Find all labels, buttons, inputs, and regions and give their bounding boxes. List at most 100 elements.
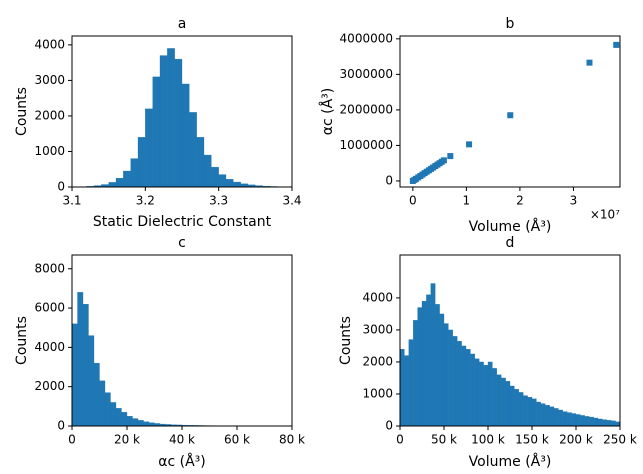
x-tick-label: 50 k [431, 433, 457, 447]
y-tick-label: 4000 [34, 340, 65, 354]
histogram-bar [100, 381, 106, 426]
x-tick-label: 60 k [224, 433, 250, 447]
histogram-bar [479, 362, 483, 426]
histogram-bar [510, 386, 514, 426]
x-axis-label: Volume (Å³) [469, 453, 552, 470]
histogram-bar [204, 155, 211, 187]
histogram-bar [189, 112, 196, 187]
histogram-bar [138, 137, 145, 187]
y-tick-label: 8000 [34, 261, 65, 275]
y-tick-label: 0 [57, 180, 65, 194]
scatter-point [447, 153, 453, 159]
x-tick-label: 0 [396, 433, 404, 447]
x-axis-label: Static Dielectric Constant [93, 214, 272, 230]
histogram-bar [616, 422, 620, 426]
histogram-bar [133, 419, 139, 426]
histogram-bar [545, 405, 549, 426]
y-tick-label: 2000 [34, 108, 65, 122]
histogram-bar [89, 336, 95, 426]
y-axis-label: αc (Å³) [319, 88, 336, 136]
histogram-bar [567, 413, 571, 426]
histogram-bar [404, 356, 408, 426]
histogram-bar [182, 84, 189, 187]
histogram-bar [466, 349, 470, 426]
y-tick-label: 2000 [362, 354, 393, 368]
histogram-bar [109, 182, 116, 187]
histogram-bar [111, 402, 117, 426]
y-tick-label: 4000 [34, 37, 65, 51]
histogram-bar [131, 159, 138, 187]
y-tick-label: 1000 [362, 386, 393, 400]
x-tick-label: 3.3 [209, 194, 228, 208]
panel-title: b [506, 16, 515, 32]
panel-title: d [506, 235, 515, 251]
x-tick-label: 40 k [169, 433, 195, 447]
histogram-bar [400, 349, 404, 426]
histogram-bar [607, 420, 611, 426]
y-axis-label: Counts [338, 316, 354, 365]
histogram-bar [211, 167, 218, 187]
histogram-bar [431, 284, 435, 427]
histogram-bar [602, 420, 606, 426]
axis-offset: ×10⁷ [590, 208, 620, 222]
histogram-bar [197, 137, 204, 187]
histogram-bar [492, 368, 496, 426]
histogram-bar [127, 416, 133, 426]
histogram-bar [519, 392, 523, 426]
x-tick-label: 1 [463, 194, 471, 208]
y-axis-label: Counts [14, 316, 30, 365]
histogram-bar [523, 396, 527, 426]
x-tick-label: 150 k [515, 433, 549, 447]
histogram-bar [589, 417, 593, 426]
x-tick-label: 100 k [471, 433, 505, 447]
y-tick-label: 0 [385, 419, 393, 433]
scatter-point [441, 157, 447, 163]
x-tick-label: 3.1 [62, 194, 81, 208]
histogram-bar [554, 408, 558, 426]
histogram-bar [116, 408, 122, 426]
histogram-bar [536, 402, 540, 426]
histogram-bar [558, 410, 562, 426]
histogram-bar [497, 375, 501, 426]
y-tick-label: 1000 [34, 144, 65, 158]
histogram-bar [105, 393, 111, 426]
histogram-bar [94, 363, 100, 426]
histogram-bar [167, 48, 174, 187]
x-tick-label: 80 k [279, 433, 305, 447]
histogram-bar [488, 362, 492, 426]
y-tick-label: 3000 [362, 322, 393, 336]
y-tick-label: 0 [57, 419, 65, 433]
histogram-bar [576, 414, 580, 426]
y-tick-label: 2000000 [340, 102, 393, 116]
histogram-bar [72, 324, 78, 426]
histogram-bar [563, 412, 567, 426]
panel-title: c [178, 235, 186, 251]
x-tick-label: 3.2 [136, 194, 155, 208]
histogram-bar [528, 397, 532, 426]
histogram-bar [598, 419, 602, 426]
y-tick-label: 3000 [34, 73, 65, 87]
histogram-bar [572, 414, 576, 426]
histogram-bar [144, 422, 150, 426]
histogram-bar [462, 346, 466, 426]
scatter-point [613, 42, 619, 48]
x-tick-label: 0 [409, 194, 417, 208]
y-tick-label: 3000000 [340, 67, 393, 81]
x-axis-label: Volume (Å³) [469, 218, 552, 235]
histogram-bar [444, 324, 448, 426]
histogram-bar [585, 416, 589, 426]
histogram-bar [541, 404, 545, 426]
y-tick-label: 4000 [362, 290, 393, 304]
histogram-bar [175, 59, 182, 187]
histogram-bar [116, 178, 123, 187]
histogram-bar [580, 415, 584, 426]
x-tick-label: 3.4 [282, 194, 301, 208]
y-tick-label: 0 [385, 173, 393, 187]
y-tick-label: 4000000 [340, 31, 393, 45]
histogram-bar [138, 420, 144, 426]
x-tick-label: 250 k [603, 433, 637, 447]
histogram-bar [475, 359, 479, 426]
histogram-bar [532, 399, 536, 426]
panel-title: a [178, 16, 187, 32]
histogram-bar [153, 77, 160, 187]
